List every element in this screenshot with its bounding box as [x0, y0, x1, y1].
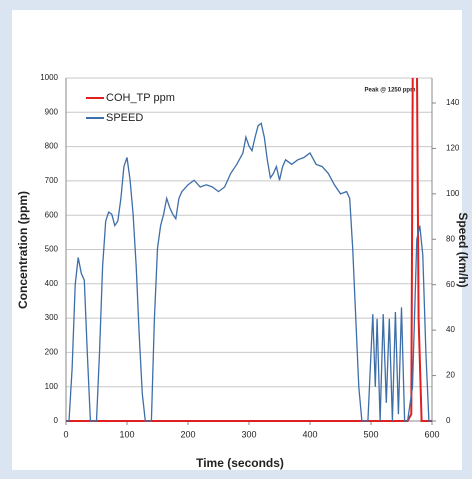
y-tick-label: 400	[45, 279, 59, 288]
y2-tick-label: 80	[446, 234, 455, 243]
x-tick-label: 500	[363, 429, 378, 439]
y2-axis-label: Speed (km/h)	[456, 212, 470, 287]
y-tick-label: 0	[54, 416, 59, 425]
y2-tick-label: 140	[446, 98, 460, 107]
legend-label: COH_TP ppm	[106, 92, 175, 104]
y-tick-label: 200	[45, 348, 59, 357]
x-tick-label: 200	[180, 429, 195, 439]
y-tick-label: 900	[45, 107, 59, 116]
x-tick-label: 300	[241, 429, 256, 439]
series-line	[66, 78, 432, 422]
panel	[12, 10, 462, 470]
y-tick-label: 500	[45, 245, 59, 254]
x-tick-label: 100	[119, 429, 134, 439]
y-tick-label: 600	[45, 210, 59, 219]
y2-tick-label: 40	[446, 325, 455, 334]
y-tick-label: 100	[45, 382, 59, 391]
y2-tick-label: 120	[446, 144, 460, 153]
y2-tick-label: 100	[446, 189, 460, 198]
y2-tick-label: 60	[446, 280, 455, 289]
x-tick-label: 400	[302, 429, 317, 439]
x-tick-label: 0	[63, 429, 68, 439]
plot-area	[66, 78, 432, 422]
x-axis-label: Time (seconds)	[196, 456, 284, 470]
series-line	[66, 122, 432, 422]
x-tick-label: 600	[424, 429, 439, 439]
y2-tick-label: 0	[446, 416, 451, 425]
y2-tick-label: 20	[446, 371, 455, 380]
legend-label: SPEED	[106, 112, 143, 124]
annotation: Peak @ 1250 ppm	[365, 88, 416, 94]
y-tick-label: 700	[45, 176, 59, 185]
y-axis-label: Concentration (ppm)	[16, 191, 30, 309]
y-tick-label: 1000	[40, 73, 58, 82]
y-tick-label: 300	[45, 313, 59, 322]
y-tick-label: 800	[45, 142, 59, 151]
